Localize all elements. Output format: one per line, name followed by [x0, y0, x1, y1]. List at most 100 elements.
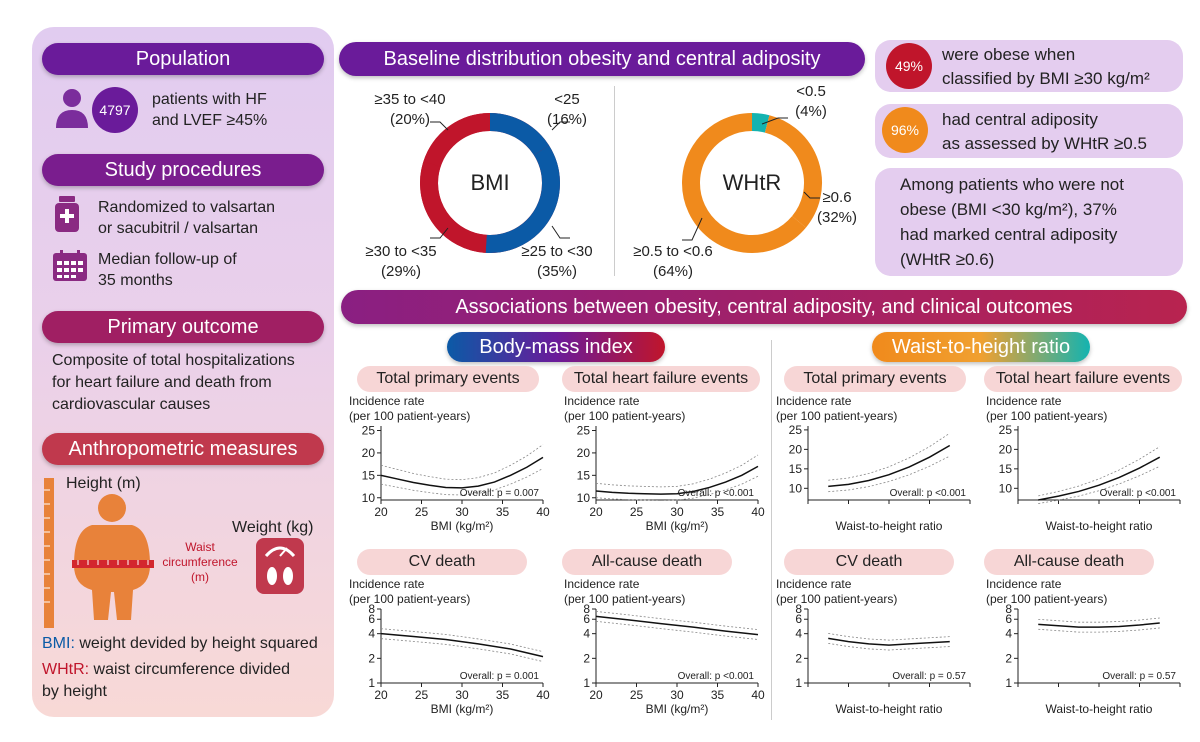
bmi-seg-2-label: ≥25 to <30 (35%) [506, 242, 608, 282]
among-fact-box [875, 168, 1183, 276]
whtr-seg-1-label: <0.5 (4%) [788, 82, 834, 122]
ci-upper [595, 454, 759, 488]
chart-ylabel-line-1: Incidence rate [776, 394, 852, 408]
whtr-seg-3-pct: (64%) [652, 263, 693, 280]
series-line [380, 632, 544, 658]
chart-xlabel: Waist-to-height ratio [1046, 702, 1153, 716]
associations-title: Associations between obesity, central ad… [341, 290, 1187, 324]
whtr-seg-3-label: ≥0.5 to <0.6 (64%) [620, 242, 726, 282]
left-panel [32, 27, 334, 717]
bmi-donut: BMI [420, 113, 560, 253]
series-line [380, 456, 544, 489]
chart-title: CV death [784, 549, 954, 575]
chart-ylabel-line-1: Incidence rate [986, 577, 1062, 591]
whtr-definition: WHtR: waist circumference divided [42, 659, 290, 680]
whtrSegs-segment-2 [764, 115, 822, 228]
height-label: Height (m) [66, 475, 141, 492]
y-tick-label: 15 [789, 462, 803, 476]
body-figure-illustration [44, 478, 304, 628]
bmi-leader-lines [430, 121, 570, 239]
chart-annotation: Overall: p <0.001 [678, 488, 755, 499]
chart-xlabel: BMI (kg/m²) [431, 702, 494, 716]
among-text-1: Among patients who were not [900, 175, 1124, 194]
ci-lower [380, 638, 544, 662]
y-tick-label: 8 [795, 603, 802, 616]
chart-annotation: Overall: p = 0.007 [460, 488, 540, 499]
x-tick-label: 40 [751, 505, 765, 519]
chart-xlabel: BMI (kg/m²) [431, 519, 494, 533]
anthropometric-title: Anthropometric measures [42, 433, 324, 465]
x-tick-label: 35 [711, 505, 725, 519]
chart-ylabel-line-2: (per 100 patient-years) [349, 592, 471, 606]
chart-annotation: Overall: p <0.001 [890, 488, 967, 499]
among-text-2: obese (BMI <30 kg/m²), 37% [900, 200, 1117, 219]
chart-ylabel: Incidence rate (per 100 patient-years) [776, 577, 897, 607]
chart-annotation: Overall: p <0.001 [1100, 488, 1177, 499]
series-line [1038, 456, 1161, 501]
series-line [828, 637, 950, 646]
y-tick-label: 6 [795, 612, 802, 626]
ci-upper [828, 633, 950, 641]
patient-count-badge: 4797 [92, 87, 138, 133]
baseline-title: Baseline distribution obesity and centra… [339, 42, 865, 76]
bmi-definition: BMI: weight devided by height squared [42, 633, 318, 654]
y-tick-label: 2 [795, 651, 802, 665]
y-tick-label: 25 [789, 423, 803, 437]
ci-lower [828, 642, 950, 651]
obese-pct-badge: 49% [886, 43, 932, 89]
chart-ylabel: Incidence rate (per 100 patient-years) [986, 577, 1107, 607]
bmi-seg-3-label: ≥30 to <35 (29%) [346, 242, 456, 282]
whtr-definition-2: by height [42, 683, 107, 700]
followup-text-2: 35 months [98, 272, 173, 289]
chart-plot: 10 15 20 25 20 25 30 35 40 Overall: p <0.001 BMI (… [577, 423, 765, 533]
among-text-3: had marked central adiposity [900, 225, 1118, 244]
y-tick-label: 2 [583, 651, 590, 665]
ci-lower [1038, 627, 1160, 633]
y-tick-label: 20 [362, 446, 376, 460]
y-tick-label: 15 [999, 462, 1013, 476]
y-tick-label: 8 [583, 603, 590, 616]
chart-annotation: Overall: p <0.001 [678, 671, 755, 682]
ci-lower [595, 620, 759, 640]
whtr-leader-lines [682, 117, 820, 241]
chart-ylabel-line-1: Incidence rate [349, 394, 425, 408]
chart-plot: 10 15 20 25 Overall: p <0.001 Waist-to-height… [789, 423, 971, 533]
population-text-1: patients with HF [152, 91, 267, 108]
waist-label-2: circumference [162, 555, 238, 569]
outcome-chart-4: Total heart failure events Incidence rate… [980, 366, 1190, 538]
central-text-2: as assessed by WHtR ≥0.5 [942, 134, 1147, 153]
series-line [1038, 622, 1160, 628]
chart-title: Total primary events [784, 366, 966, 392]
y-tick-label: 1 [583, 676, 590, 690]
whtrSegs-segment-3 [682, 113, 806, 253]
whtr-key: WHtR: [42, 661, 90, 678]
y-tick-label: 6 [1005, 612, 1012, 626]
y-tick-label: 4 [368, 627, 375, 641]
patient-icon [56, 89, 88, 128]
y-tick-label: 2 [368, 651, 375, 665]
chart-ylabel-line-2: (per 100 patient-years) [986, 592, 1108, 606]
chart-ylabel-line-2: (per 100 patient-years) [564, 592, 686, 606]
bmi-definition-text: weight devided by height squared [74, 635, 318, 652]
primary-outcome-line-1: Composite of total hospitalizations [52, 352, 295, 369]
study-procedures-title: Study procedures [42, 154, 324, 186]
x-tick-label: 20 [374, 505, 388, 519]
chart-xlabel: BMI (kg/m²) [646, 702, 709, 716]
outcome-chart-1: Total primary events Incidence rate (per 1… [343, 366, 553, 538]
y-tick-label: 20 [789, 442, 803, 456]
chart-ylabel-line-1: Incidence rate [986, 394, 1062, 408]
followup-text-1: Median follow-up of [98, 251, 237, 268]
chart-ylabel-line-2: (per 100 patient-years) [349, 409, 471, 423]
whtr-seg-1-pct: (4%) [795, 103, 827, 120]
chart-annotation: Overall: p = 0.57 [892, 671, 966, 682]
ci-upper [1038, 446, 1160, 497]
chart-ylabel-line-2: (per 100 patient-years) [564, 409, 686, 423]
y-tick-label: 25 [362, 423, 376, 437]
chart-ylabel-line-2: (per 100 patient-years) [776, 409, 898, 423]
bmi-seg-2-name: ≥25 to <30 [521, 243, 593, 260]
y-tick-label: 10 [577, 491, 591, 505]
chart-title: All-cause death [984, 549, 1154, 575]
outcome-chart-3: Total primary events Incidence rate (per 1… [770, 366, 980, 538]
bmi-center-label: BMI [470, 170, 509, 195]
bmi-seg-4-name: ≥35 to <40 [374, 91, 446, 108]
